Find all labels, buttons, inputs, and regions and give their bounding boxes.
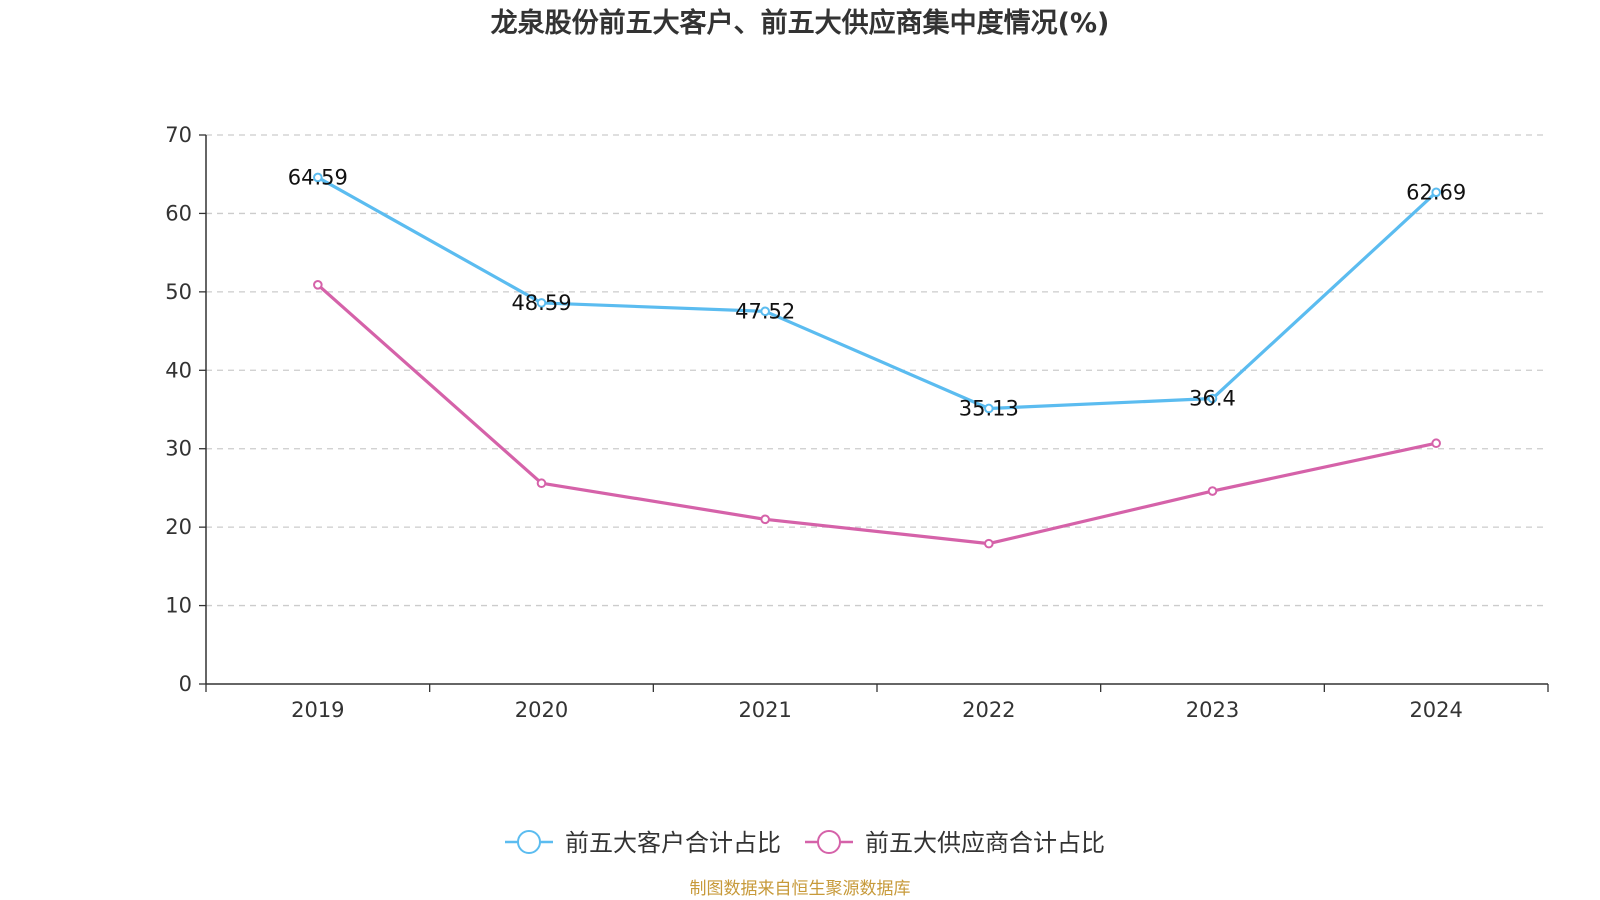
data-point: [1431, 187, 1441, 198]
x-tick-label: 2023: [1186, 698, 1239, 722]
series-lines: [313, 172, 1441, 549]
legend-marker-icon: [817, 830, 841, 854]
data-point: [760, 306, 770, 317]
data-point: [1207, 486, 1218, 496]
series-line-1: [317, 176, 1438, 411]
x-tick-label: 2024: [1409, 698, 1462, 722]
x-tick-label: 2019: [291, 698, 344, 722]
y-tick-label: 10: [165, 594, 192, 618]
y-tick-label: 20: [165, 515, 192, 539]
series-line-2: [316, 283, 1437, 546]
legend-item-1: 前五大客户合计占比: [505, 829, 781, 857]
data-point: [1431, 438, 1441, 449]
data-point: [536, 298, 547, 308]
data-label: 47.52: [735, 299, 795, 323]
legend: 前五大客户合计占比 前五大供应商合计占比: [505, 829, 1105, 857]
data-point: [984, 403, 994, 414]
data-label: 62.69: [1406, 180, 1466, 204]
data-point: [313, 279, 323, 290]
axes: 0 10 20 30 40 50 60 70 2019 2020 2021 2022 2023 2024: [165, 123, 1549, 722]
gridlines: [206, 134, 1548, 607]
data-label: 36.4: [1189, 387, 1236, 411]
y-tick-label: 50: [165, 280, 192, 304]
data-point: [536, 478, 547, 489]
x-tick-label: 2022: [962, 698, 1015, 722]
y-tick-label: 70: [165, 123, 192, 147]
data-point: [984, 538, 994, 549]
data-point: [313, 172, 323, 183]
legend-label: 前五大客户合计占比: [565, 829, 781, 857]
x-tick-label: 2020: [515, 698, 568, 722]
chart-title: 龙泉股份前五大客户、前五大供应商集中度情况(%): [491, 7, 1110, 39]
source-note: 制图数据来自恒生聚源数据库: [690, 879, 911, 899]
legend-marker-icon: [517, 830, 541, 854]
data-label: 35.13: [959, 396, 1019, 420]
y-tick-label: 0: [179, 672, 192, 696]
data-label: 64.59: [288, 165, 348, 189]
data-point: [1207, 393, 1218, 404]
y-tick-label: 60: [165, 201, 192, 225]
y-tick-label: 40: [165, 358, 192, 382]
data-labels: 64.59 48.59 47.52 35.13 36.4 62.69: [288, 165, 1466, 420]
data-point: [760, 514, 770, 525]
legend-item-2: 前五大供应商合计占比: [805, 829, 1105, 857]
legend-label: 前五大供应商合计占比: [865, 829, 1105, 857]
data-label: 48.59: [511, 291, 571, 315]
y-tick-label: 30: [165, 437, 192, 461]
x-tick-label: 2021: [738, 698, 791, 722]
